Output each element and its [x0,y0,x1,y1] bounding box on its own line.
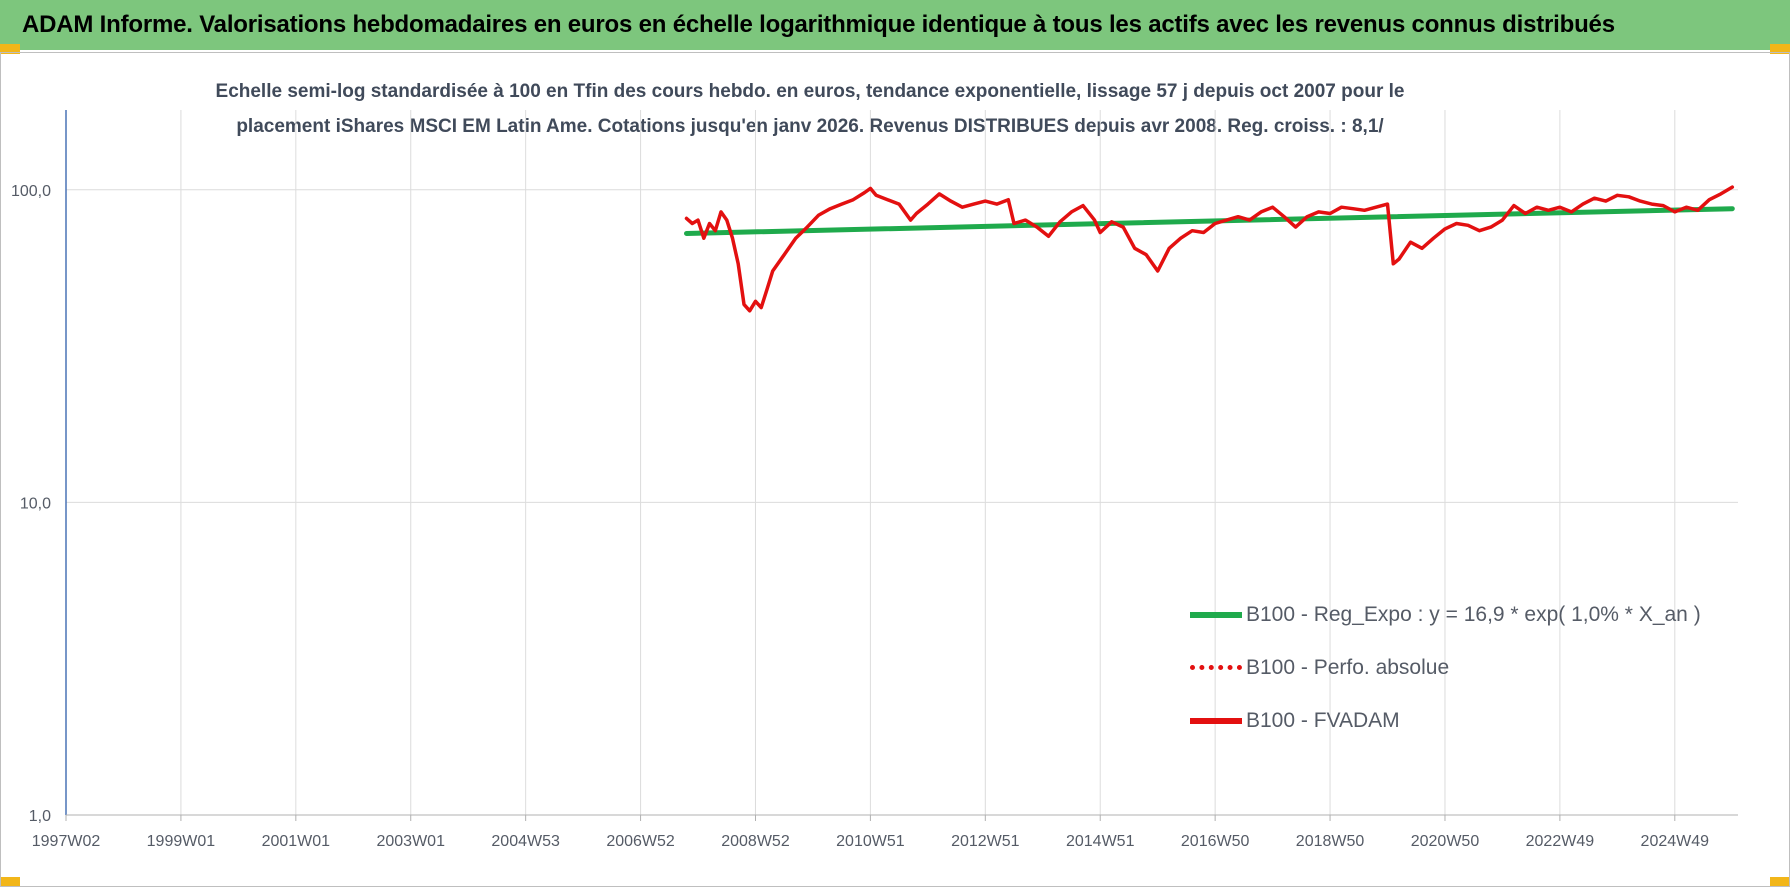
title-banner: ADAM Informe. Valorisations hebdomadaire… [0,0,1790,50]
chart-subtitle-line-1: Echelle semi-log standardisée à 100 en T… [215,81,1405,102]
chart-legend: B100 - Reg_Expo : y = 16,9 * exp( 1,0% *… [1190,588,1750,747]
x-tick-label: 2022W49 [1526,833,1595,850]
x-tick-label: 2001W01 [262,833,331,850]
x-tick-label: 2016W50 [1181,833,1250,850]
legend-swatch-green-solid [1190,611,1242,618]
legend-item-perfo-absolue: B100 - Perfo. absolue [1190,641,1750,694]
corner-marker-bottom-right [1770,877,1790,887]
x-tick-label: 2024W49 [1641,833,1710,850]
series-line-1 [684,206,1735,236]
y-tick-label: 1,0 [29,808,51,825]
legend-item-reg-expo: B100 - Reg_Expo : y = 16,9 * exp( 1,0% *… [1190,588,1750,641]
corner-marker-top-left [0,44,20,54]
y-tick-label: 10,0 [20,495,51,512]
y-tick-label: 100,0 [11,183,51,200]
chart-subtitle-line-2: placement iShares MSCI EM Latin Ame. Cot… [236,116,1384,137]
legend-label-fvadam: B100 - FVADAM [1246,708,1400,732]
x-tick-label: 2006W52 [606,833,675,850]
x-tick-label: 2010W51 [836,833,905,850]
legend-label-reg-expo: B100 - Reg_Expo : y = 16,9 * exp( 1,0% *… [1246,602,1701,626]
legend-swatch-red-dotted [1190,665,1242,670]
x-tick-label: 2014W51 [1066,833,1135,850]
x-tick-label: 1997W02 [32,833,101,850]
legend-item-fvadam: B100 - FVADAM [1190,694,1750,747]
x-tick-label: 2012W51 [951,833,1020,850]
x-tick-label: 2018W50 [1296,833,1365,850]
chart-subtitle: Echelle semi-log standardisée à 100 en T… [160,74,1460,144]
corner-marker-top-right [1770,44,1790,54]
legend-label-perfo-absolue: B100 - Perfo. absolue [1246,655,1450,679]
x-tick-label: 1999W01 [147,833,216,850]
corner-marker-bottom-left [0,877,20,887]
x-tick-label: 2003W01 [376,833,445,850]
x-tick-label: 2004W53 [491,833,560,850]
page-title: ADAM Informe. Valorisations hebdomadaire… [22,11,1615,38]
x-tick-label: 2008W52 [721,833,790,850]
legend-swatch-red-solid [1190,717,1242,724]
x-tick-label: 2020W50 [1411,833,1480,850]
series-line-3 [684,185,1735,313]
